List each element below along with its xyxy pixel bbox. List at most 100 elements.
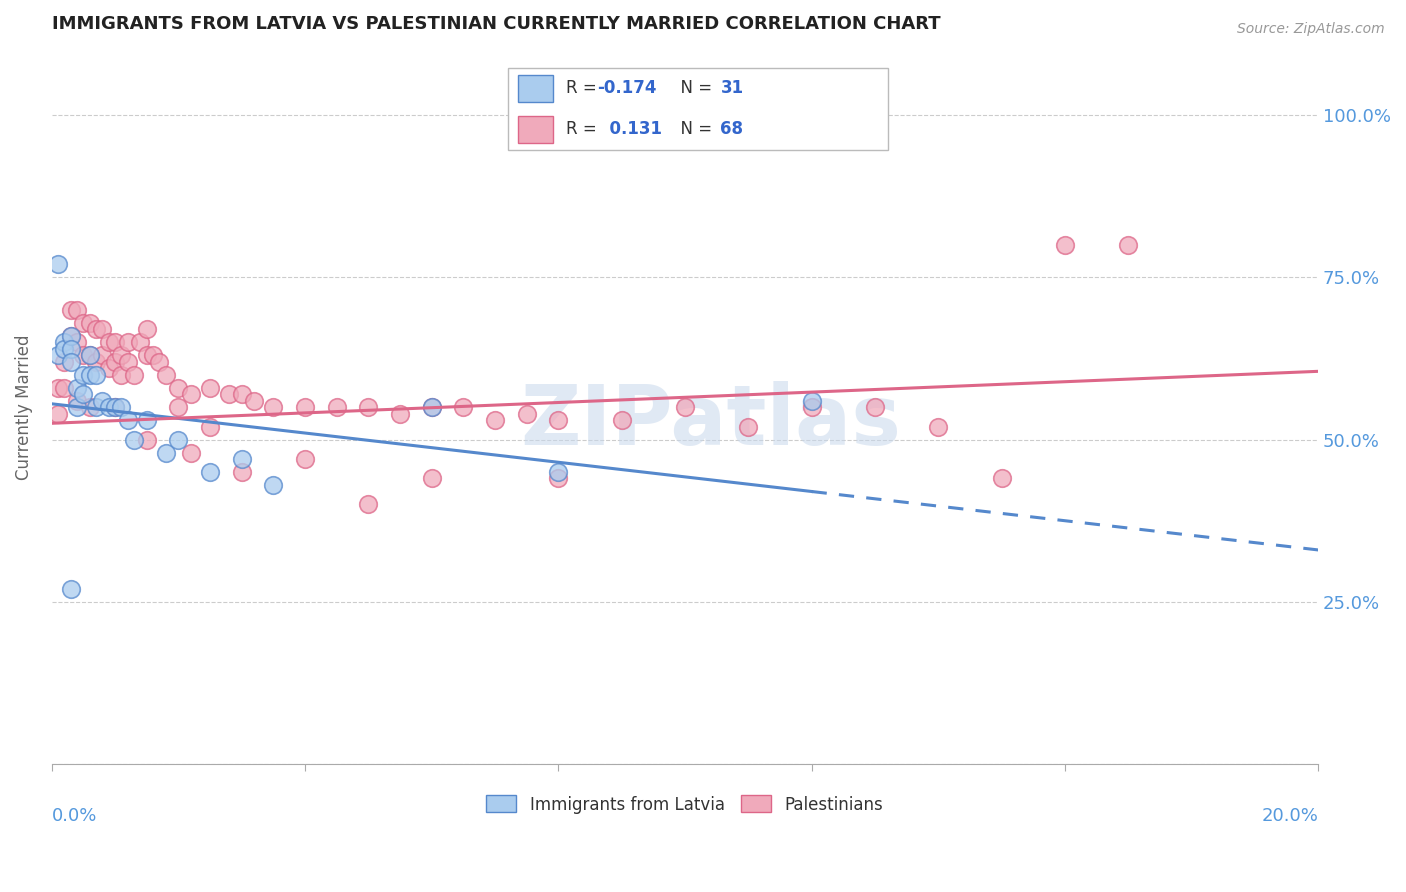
Point [547, 465, 569, 479]
Point [294, 400, 316, 414]
Point [59, 328, 82, 343]
Point [117, 354, 139, 368]
Point [180, 445, 202, 459]
Point [737, 419, 759, 434]
Point [800, 393, 823, 408]
Point [97, 361, 120, 376]
Point [66, 400, 89, 414]
Point [53, 380, 76, 394]
Point [1116, 237, 1139, 252]
Point [91, 322, 114, 336]
Point [59, 302, 82, 317]
Point [104, 400, 127, 414]
Point [66, 380, 89, 394]
Point [72, 368, 94, 382]
Point [79, 368, 101, 382]
Text: Source: ZipAtlas.com: Source: ZipAtlas.com [1237, 22, 1385, 37]
Point [800, 400, 823, 414]
Text: IMMIGRANTS FROM LATVIA VS PALESTINIAN CURRENTLY MARRIED CORRELATION CHART: IMMIGRANTS FROM LATVIA VS PALESTINIAN CU… [52, 15, 941, 33]
Point [117, 413, 139, 427]
Point [59, 582, 82, 596]
Point [135, 433, 157, 447]
Point [66, 335, 89, 350]
Point [110, 368, 132, 382]
Point [97, 335, 120, 350]
Point [388, 407, 411, 421]
Text: ZIPatlas: ZIPatlas [520, 381, 901, 462]
Point [46, 380, 69, 394]
Point [167, 433, 190, 447]
FancyBboxPatch shape [517, 75, 553, 102]
Point [325, 400, 347, 414]
Text: R =: R = [565, 120, 602, 138]
Point [357, 498, 380, 512]
Point [104, 335, 127, 350]
Point [142, 348, 165, 362]
Text: 68: 68 [720, 120, 744, 138]
Point [84, 400, 107, 414]
Point [79, 316, 101, 330]
Point [990, 471, 1012, 485]
Point [59, 342, 82, 356]
Point [218, 387, 240, 401]
Point [59, 328, 82, 343]
FancyBboxPatch shape [508, 68, 887, 150]
Point [927, 419, 949, 434]
Point [198, 380, 221, 394]
Point [53, 354, 76, 368]
Point [484, 413, 506, 427]
Point [53, 342, 76, 356]
Point [66, 393, 89, 408]
Point [72, 348, 94, 362]
Point [129, 335, 152, 350]
Text: N =: N = [669, 120, 717, 138]
Point [122, 433, 145, 447]
Point [198, 465, 221, 479]
Point [198, 419, 221, 434]
Point [420, 400, 443, 414]
Point [516, 407, 538, 421]
Text: -0.174: -0.174 [598, 79, 657, 97]
Point [547, 471, 569, 485]
Point [135, 348, 157, 362]
Point [72, 387, 94, 401]
Text: 20.0%: 20.0% [1261, 807, 1319, 825]
Point [673, 400, 696, 414]
Point [180, 387, 202, 401]
Point [110, 348, 132, 362]
Point [84, 322, 107, 336]
Point [135, 413, 157, 427]
Point [79, 348, 101, 362]
Y-axis label: Currently Married: Currently Married [15, 334, 32, 480]
Point [104, 354, 127, 368]
Point [262, 400, 284, 414]
Point [155, 368, 177, 382]
Point [84, 368, 107, 382]
Point [66, 302, 89, 317]
Text: 0.131: 0.131 [598, 120, 662, 138]
Point [122, 368, 145, 382]
Point [135, 322, 157, 336]
Point [547, 413, 569, 427]
Point [167, 380, 190, 394]
Point [97, 400, 120, 414]
Point [79, 348, 101, 362]
Point [231, 465, 253, 479]
Legend: Immigrants from Latvia, Palestinians: Immigrants from Latvia, Palestinians [479, 789, 890, 821]
Point [46, 348, 69, 362]
Point [243, 393, 266, 408]
Point [610, 413, 633, 427]
Point [357, 400, 380, 414]
FancyBboxPatch shape [517, 116, 553, 143]
Point [59, 354, 82, 368]
Point [46, 257, 69, 271]
Text: N =: N = [669, 79, 717, 97]
Point [420, 400, 443, 414]
Point [53, 335, 76, 350]
Text: 31: 31 [720, 79, 744, 97]
Point [148, 354, 170, 368]
Point [231, 452, 253, 467]
Point [167, 400, 190, 414]
Point [863, 400, 886, 414]
Text: 0.0%: 0.0% [52, 807, 97, 825]
